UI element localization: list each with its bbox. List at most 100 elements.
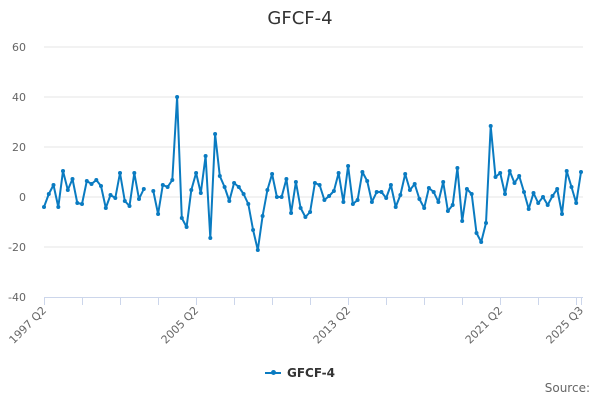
data-point[interactable] (61, 169, 65, 173)
data-point[interactable] (274, 195, 279, 199)
data-point[interactable] (407, 188, 412, 192)
data-point[interactable] (284, 177, 289, 181)
data-point[interactable] (198, 191, 203, 195)
data-point[interactable] (42, 205, 46, 209)
data-point[interactable] (312, 181, 317, 185)
data-point[interactable] (179, 216, 184, 220)
data-point[interactable] (80, 202, 84, 206)
data-point[interactable] (99, 184, 103, 188)
data-point[interactable] (488, 124, 493, 128)
data-point[interactable] (265, 188, 270, 192)
data-point[interactable] (70, 177, 75, 181)
data-point[interactable] (374, 190, 379, 194)
data-point[interactable] (251, 228, 256, 232)
data-point[interactable] (469, 192, 474, 196)
data-point[interactable] (450, 203, 455, 207)
data-point[interactable] (246, 202, 251, 206)
data-point[interactable] (141, 187, 146, 191)
data-point[interactable] (127, 204, 132, 208)
data-point[interactable] (298, 206, 303, 210)
data-point[interactable] (189, 188, 194, 192)
data-point[interactable] (441, 180, 446, 184)
data-point[interactable] (279, 195, 284, 199)
data-point[interactable] (388, 183, 393, 187)
data-point[interactable] (255, 248, 260, 252)
data-point[interactable] (426, 186, 431, 190)
data-point[interactable] (560, 212, 564, 216)
data-point[interactable] (118, 171, 122, 175)
data-point[interactable] (227, 199, 232, 203)
data-point[interactable] (503, 192, 507, 196)
data-point[interactable] (531, 191, 536, 195)
data-point[interactable] (289, 211, 294, 215)
data-point[interactable] (417, 197, 422, 201)
data-point[interactable] (384, 196, 389, 200)
data-point[interactable] (498, 171, 503, 175)
data-point[interactable] (464, 187, 469, 191)
data-point[interactable] (317, 183, 322, 187)
data-point[interactable] (56, 205, 61, 209)
data-point[interactable] (422, 206, 427, 210)
data-point[interactable] (65, 188, 70, 192)
data-point[interactable] (175, 95, 180, 99)
legend[interactable]: GFCF-4 (0, 366, 600, 380)
data-point[interactable] (484, 221, 488, 225)
data-point[interactable] (365, 179, 370, 183)
data-point[interactable] (151, 189, 156, 193)
data-point[interactable] (46, 192, 51, 196)
data-point[interactable] (379, 190, 384, 194)
data-point[interactable] (436, 200, 441, 204)
data-point[interactable] (564, 169, 569, 173)
data-point[interactable] (322, 198, 327, 202)
data-point[interactable] (222, 185, 227, 189)
data-point[interactable] (75, 201, 80, 205)
data-point[interactable] (517, 174, 522, 178)
data-point[interactable] (512, 181, 517, 185)
data-point[interactable] (308, 210, 313, 214)
series-gfcf-4[interactable] (42, 95, 583, 252)
data-point[interactable] (108, 193, 113, 197)
data-point[interactable] (327, 194, 332, 198)
data-point[interactable] (355, 198, 360, 202)
data-point[interactable] (84, 179, 89, 183)
data-point[interactable] (236, 185, 241, 189)
data-point[interactable] (132, 171, 137, 175)
data-point[interactable] (579, 170, 583, 174)
data-point[interactable] (336, 171, 341, 175)
data-point[interactable] (360, 170, 365, 174)
data-point[interactable] (574, 201, 579, 205)
data-point[interactable] (165, 185, 170, 189)
data-point[interactable] (270, 172, 275, 176)
data-point[interactable] (346, 164, 351, 168)
data-point[interactable] (122, 199, 127, 203)
data-point[interactable] (341, 200, 346, 204)
data-point[interactable] (460, 219, 465, 223)
data-point[interactable] (569, 185, 574, 189)
data-point[interactable] (545, 203, 550, 207)
data-point[interactable] (445, 209, 450, 213)
data-point[interactable] (137, 197, 141, 201)
data-point[interactable] (403, 172, 408, 176)
data-point[interactable] (160, 183, 165, 187)
data-point[interactable] (217, 174, 222, 178)
data-point[interactable] (555, 187, 560, 191)
data-point[interactable] (541, 195, 545, 199)
data-point[interactable] (526, 207, 531, 211)
data-point[interactable] (232, 181, 237, 185)
data-point[interactable] (51, 183, 56, 187)
data-point[interactable] (156, 212, 161, 216)
data-point[interactable] (493, 175, 498, 179)
data-point[interactable] (194, 171, 199, 175)
data-point[interactable] (170, 178, 175, 182)
data-point[interactable] (474, 231, 479, 235)
data-point[interactable] (293, 180, 298, 184)
data-point[interactable] (507, 169, 512, 173)
data-point[interactable] (398, 193, 403, 197)
data-point[interactable] (303, 215, 308, 219)
data-point[interactable] (331, 189, 336, 193)
data-point[interactable] (103, 206, 108, 210)
data-point[interactable] (412, 182, 417, 186)
data-point[interactable] (208, 236, 213, 240)
data-point[interactable] (350, 202, 355, 206)
data-point[interactable] (369, 200, 374, 204)
